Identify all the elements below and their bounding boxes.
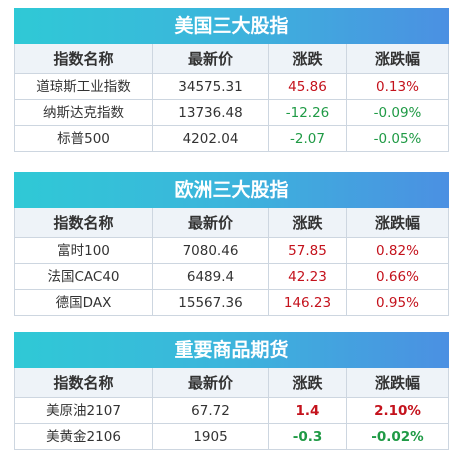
table-cell: -0.3: [268, 424, 346, 449]
table-row: 德国DAX 15567.36 146.23 0.95%: [14, 290, 449, 316]
table-cell: 道琼斯工业指数: [14, 74, 152, 99]
table-row: 富时100 7080.46 57.85 0.82%: [14, 238, 449, 264]
table-cell: 7080.46: [152, 238, 268, 263]
table-cell: 美原油2107: [14, 398, 152, 423]
header-row: 指数名称 最新价 涨跌 涨跌幅: [14, 44, 449, 74]
column-header: 指数名称: [14, 208, 152, 237]
table-row: 标普500 4202.04 -2.07 -0.05%: [14, 126, 449, 152]
table-cell: -0.02%: [346, 424, 449, 449]
table-cell: 0.66%: [346, 264, 449, 289]
column-header: 指数名称: [14, 368, 152, 397]
table-cell: 15567.36: [152, 290, 268, 315]
column-header: 最新价: [152, 44, 268, 73]
table-cell: 0.95%: [346, 290, 449, 315]
table-cell: 4202.04: [152, 126, 268, 151]
table-cell: 美黄金2106: [14, 424, 152, 449]
table-cell: 纳斯达克指数: [14, 100, 152, 125]
table-cell: -2.07: [268, 126, 346, 151]
table-title: 美国三大股指: [14, 8, 449, 44]
table-cell: 2.10%: [346, 398, 449, 423]
table-cell: 德国DAX: [14, 290, 152, 315]
table-cell: 42.23: [268, 264, 346, 289]
table: 欧洲三大股指 指数名称 最新价 涨跌 涨跌幅 富时100 7080.46 57.85 0.82%…: [14, 172, 449, 316]
table-cell: 0.13%: [346, 74, 449, 99]
table-row: 道琼斯工业指数 34575.31 45.86 0.13%: [14, 74, 449, 100]
column-header: 最新价: [152, 208, 268, 237]
column-header: 最新价: [152, 368, 268, 397]
table-cell: 67.72: [152, 398, 268, 423]
table: 重要商品期货 指数名称 最新价 涨跌 涨跌幅 美原油2107 67.72 1.4 2.10% 美黄…: [14, 332, 449, 450]
column-header: 涨跌幅: [346, 44, 449, 73]
header-row: 指数名称 最新价 涨跌 涨跌幅: [14, 208, 449, 238]
table-cell: 45.86: [268, 74, 346, 99]
table-row: 法国CAC40 6489.4 42.23 0.66%: [14, 264, 449, 290]
table-cell: 1.4: [268, 398, 346, 423]
table-cell: 6489.4: [152, 264, 268, 289]
table-cell: 标普500: [14, 126, 152, 151]
table-cell: 146.23: [268, 290, 346, 315]
table-title: 重要商品期货: [14, 332, 449, 368]
table-row: 美黄金2106 1905 -0.3 -0.02%: [14, 424, 449, 450]
table: 美国三大股指 指数名称 最新价 涨跌 涨跌幅 道琼斯工业指数 34575.31 45.86 0.…: [14, 8, 449, 152]
table-cell: 法国CAC40: [14, 264, 152, 289]
table-cell: -12.26: [268, 100, 346, 125]
column-header: 涨跌幅: [346, 208, 449, 237]
table-cell: -0.09%: [346, 100, 449, 125]
column-header: 涨跌: [268, 368, 346, 397]
table-row: 美原油2107 67.72 1.4 2.10%: [14, 398, 449, 424]
table-cell: 1905: [152, 424, 268, 449]
table-cell: 34575.31: [152, 74, 268, 99]
table-cell: -0.05%: [346, 126, 449, 151]
column-header: 涨跌: [268, 44, 346, 73]
table-cell: 57.85: [268, 238, 346, 263]
column-header: 涨跌幅: [346, 368, 449, 397]
table-cell: 富时100: [14, 238, 152, 263]
column-header: 指数名称: [14, 44, 152, 73]
table-cell: 13736.48: [152, 100, 268, 125]
table-row: 纳斯达克指数 13736.48 -12.26 -0.09%: [14, 100, 449, 126]
table-cell: 0.82%: [346, 238, 449, 263]
header-row: 指数名称 最新价 涨跌 涨跌幅: [14, 368, 449, 398]
table-title: 欧洲三大股指: [14, 172, 449, 208]
column-header: 涨跌: [268, 208, 346, 237]
